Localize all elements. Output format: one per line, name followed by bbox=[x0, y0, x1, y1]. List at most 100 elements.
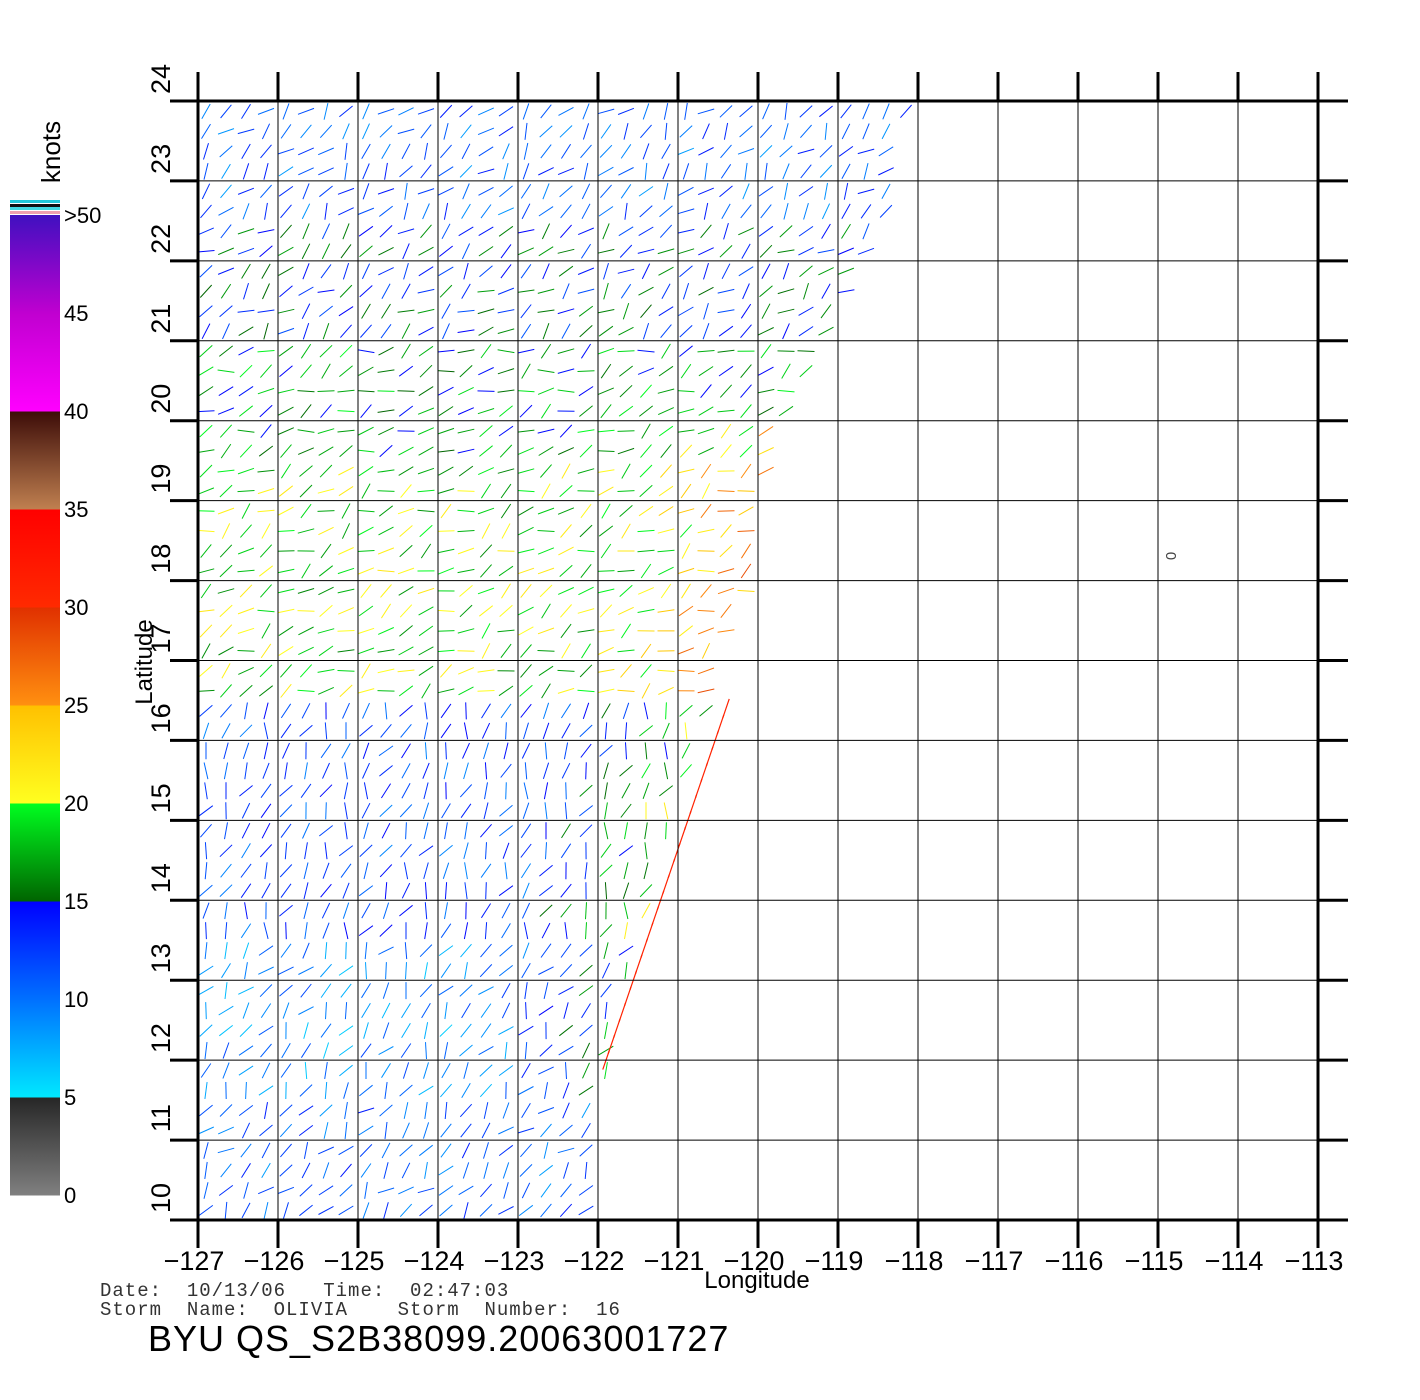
wind-vector bbox=[463, 1062, 469, 1079]
colorbar-cap-stripe bbox=[10, 200, 60, 203]
wind-vector bbox=[440, 723, 452, 739]
wind-vector bbox=[263, 742, 269, 760]
wind-vector bbox=[339, 284, 353, 298]
wind-vector bbox=[862, 223, 870, 240]
wind-vector bbox=[501, 523, 511, 539]
wind-vector bbox=[460, 124, 472, 139]
wind-vector bbox=[262, 283, 270, 300]
wind-vector bbox=[577, 429, 595, 433]
wind-vector bbox=[461, 1003, 471, 1019]
wind-vector bbox=[517, 490, 535, 493]
wind-vector bbox=[882, 103, 890, 120]
wind-vector bbox=[677, 669, 695, 672]
wind-vector bbox=[484, 762, 488, 780]
wind-vector bbox=[417, 1187, 435, 1194]
wind-vector bbox=[658, 425, 674, 437]
wind-vector bbox=[480, 943, 492, 958]
wind-vector bbox=[500, 264, 512, 279]
wind-vector bbox=[498, 1144, 514, 1156]
wind-vector bbox=[301, 303, 311, 320]
wind-vector bbox=[278, 427, 294, 435]
wind-vector bbox=[203, 762, 209, 780]
wind-vector bbox=[237, 309, 255, 313]
wind-vector bbox=[301, 1162, 311, 1179]
wind-vector bbox=[457, 547, 475, 555]
wind-vector bbox=[740, 404, 752, 419]
wind-vector bbox=[384, 1121, 388, 1139]
wind-vector bbox=[441, 1062, 451, 1079]
wind-vector bbox=[342, 702, 350, 719]
wind-vector bbox=[399, 1084, 413, 1097]
wind-vector bbox=[502, 842, 510, 859]
wind-vector bbox=[437, 649, 455, 653]
wind-vector bbox=[280, 883, 292, 898]
wind-vector bbox=[579, 944, 593, 957]
wind-vector bbox=[245, 1081, 247, 1100]
wind-vector bbox=[320, 963, 332, 978]
wind-vector bbox=[740, 543, 752, 559]
wind-vector bbox=[237, 607, 255, 615]
wind-vector bbox=[638, 587, 654, 595]
wind-vector bbox=[300, 783, 312, 798]
wind-vector bbox=[204, 1161, 208, 1179]
wind-vector bbox=[297, 107, 315, 115]
wind-vector bbox=[321, 243, 331, 260]
wind-vector bbox=[320, 543, 332, 559]
wind-vector bbox=[659, 205, 673, 218]
wind-vector bbox=[218, 1184, 234, 1196]
wind-vector bbox=[424, 702, 428, 720]
wind-vector bbox=[203, 162, 209, 180]
wind-vector bbox=[798, 306, 814, 316]
wind-vector bbox=[398, 646, 414, 656]
wind-vector bbox=[280, 463, 292, 479]
wind-vector bbox=[237, 650, 255, 652]
wind-vector bbox=[557, 248, 575, 254]
wind-vector bbox=[263, 702, 269, 720]
wind-vector bbox=[301, 703, 311, 719]
wind-vector bbox=[444, 1002, 448, 1020]
wind-vector bbox=[424, 922, 428, 940]
wind-vector bbox=[659, 224, 673, 238]
wind-vector bbox=[677, 647, 695, 655]
wind-vector bbox=[520, 304, 532, 319]
wind-vector bbox=[681, 743, 691, 759]
wind-vector bbox=[579, 1144, 593, 1157]
wind-vector bbox=[303, 882, 309, 900]
wind-vector bbox=[741, 243, 751, 259]
wind-vector bbox=[261, 523, 271, 539]
wind-vector bbox=[204, 862, 208, 880]
wind-vector bbox=[480, 564, 492, 578]
wind-vector bbox=[479, 964, 493, 978]
wind-vector bbox=[623, 862, 629, 880]
wind-vector bbox=[462, 183, 470, 200]
wind-vector bbox=[723, 222, 729, 240]
wind-vector bbox=[400, 484, 412, 498]
wind-vector bbox=[498, 126, 514, 137]
wind-vector bbox=[561, 823, 571, 839]
wind-vector bbox=[197, 689, 215, 692]
wind-vector bbox=[380, 723, 392, 738]
wind-vector bbox=[619, 764, 633, 777]
wind-vector bbox=[798, 225, 814, 237]
wind-vector bbox=[379, 804, 393, 817]
wind-vector bbox=[578, 1085, 594, 1096]
wind-vector bbox=[222, 323, 230, 340]
wind-vector bbox=[720, 444, 732, 459]
wind-vector bbox=[577, 549, 595, 553]
wind-vector bbox=[423, 782, 429, 800]
wind-vector bbox=[761, 303, 771, 319]
wind-vector bbox=[565, 782, 567, 800]
wind-vector bbox=[737, 589, 755, 592]
wind-vector bbox=[297, 429, 315, 433]
wind-vector bbox=[803, 202, 809, 220]
wind-vector bbox=[697, 627, 715, 635]
wind-vector bbox=[522, 163, 530, 180]
wind-vector bbox=[462, 742, 470, 759]
wind-vector bbox=[539, 125, 553, 138]
wind-vector bbox=[362, 183, 370, 200]
wind-vector bbox=[663, 762, 669, 780]
y-tick-label: 21 bbox=[146, 304, 176, 334]
wind-vector bbox=[325, 1002, 327, 1020]
wind-vector bbox=[198, 227, 214, 236]
wind-vector bbox=[302, 263, 310, 280]
